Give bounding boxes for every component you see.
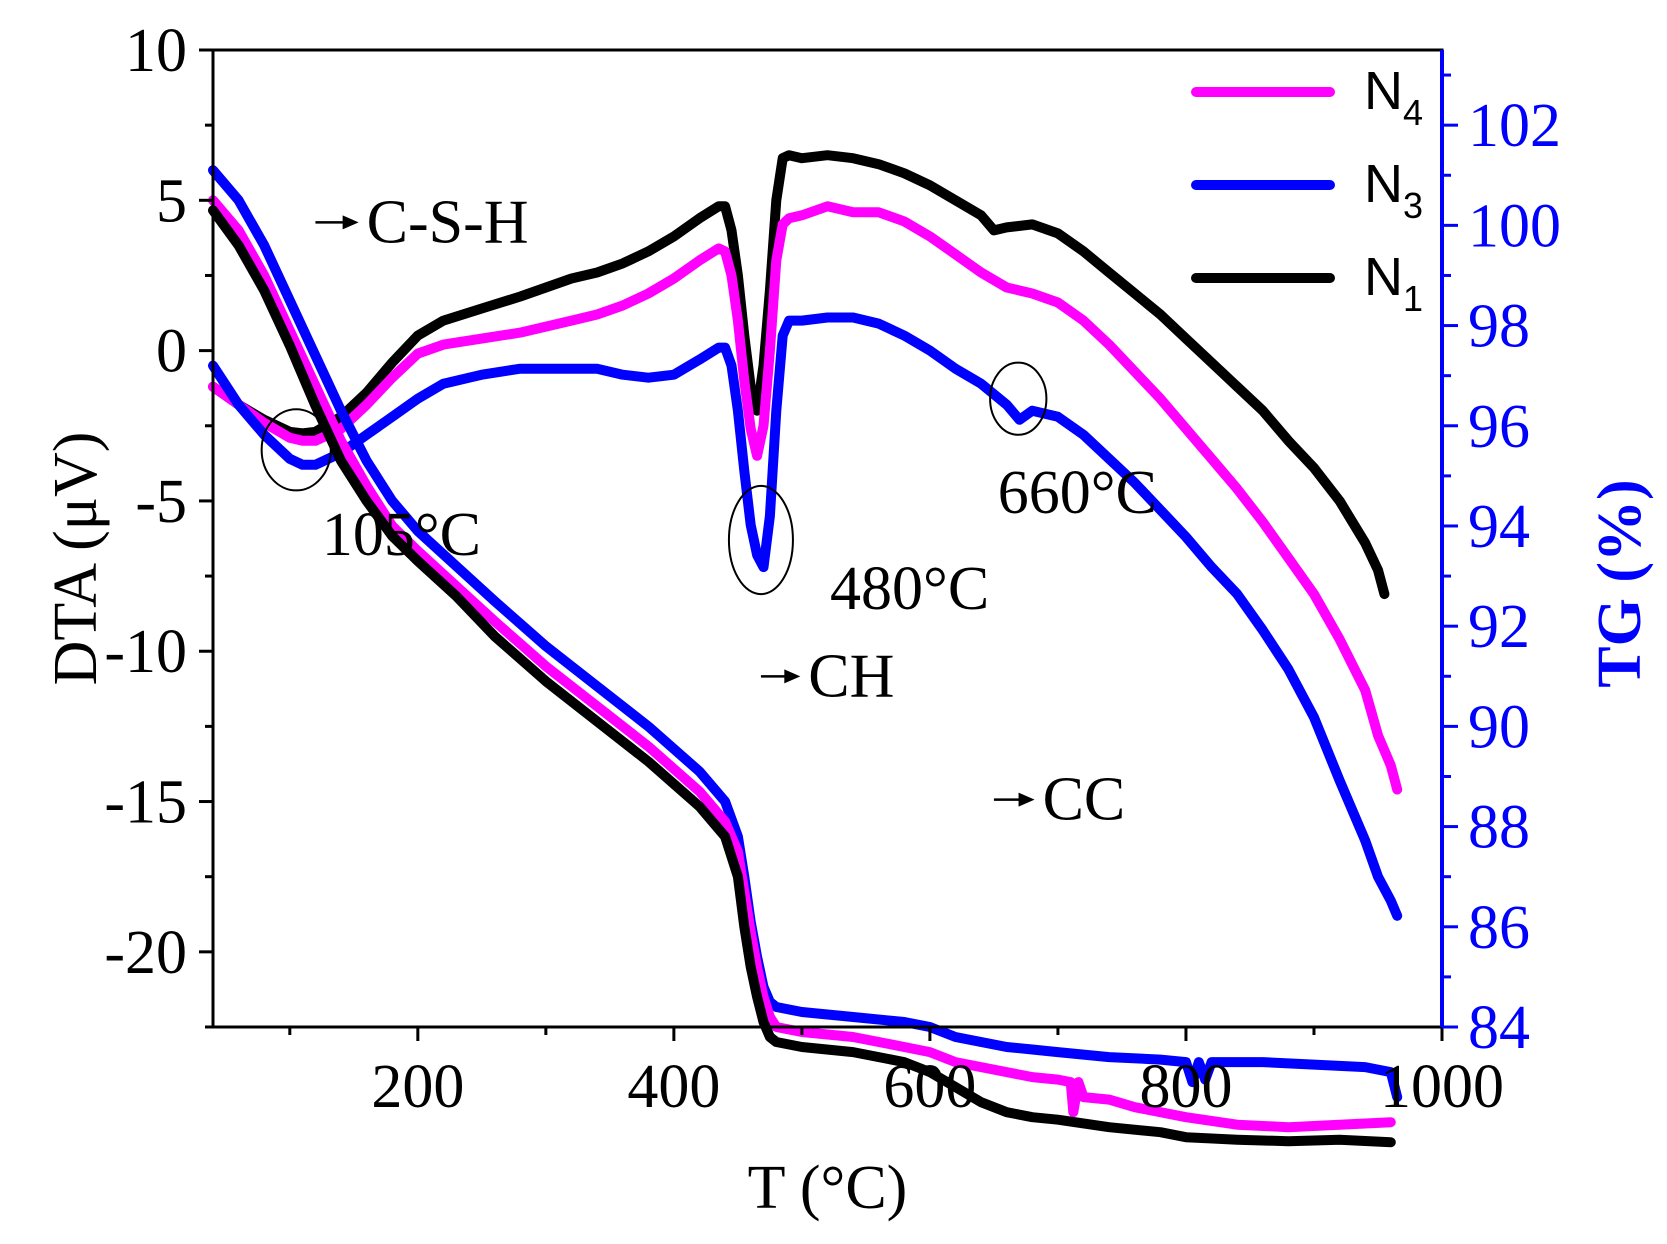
y-left-tick-label: 5 — [156, 167, 187, 235]
series-layer — [208, 150, 1403, 1148]
series-n4-tg — [208, 195, 1396, 1133]
y-left-tick-label: -20 — [104, 919, 187, 987]
annotation-t660: 660°C — [998, 459, 1157, 527]
annotation-csh: C-S-H — [367, 188, 529, 256]
y-left-tick-label: 10 — [125, 17, 187, 85]
axis-layer: 200 400 600 800 1000 10 5 0 -5 -10 -15 -20 84 86 88 90 9… — [104, 17, 1561, 1121]
annotation-arrowhead-csh — [342, 215, 359, 230]
annotation-t105: 105°C — [322, 501, 481, 569]
y-axis-right-label: TG (%) — [1586, 479, 1654, 687]
x-tick-label: 800 — [1139, 1053, 1232, 1121]
series-n3-dta — [208, 312, 1403, 921]
series-n4-dta — [208, 201, 1403, 795]
y-right-tick-label: 98 — [1468, 293, 1530, 361]
series-n1-tg — [208, 205, 1396, 1148]
circle-480 — [727, 484, 794, 596]
y-right-tick-label: 92 — [1468, 593, 1530, 661]
y-right-tick-label: 96 — [1468, 393, 1530, 461]
y-right-tick-label: 88 — [1468, 794, 1530, 862]
series-n1-dta — [208, 150, 1390, 600]
y-left-tick-label: -15 — [104, 769, 187, 837]
annotation-t480: 480°C — [830, 555, 989, 623]
annotation-arrowhead-ch — [784, 669, 801, 684]
x-axis-label: T (°C) — [748, 1154, 908, 1222]
annotation-ch: CH — [808, 642, 894, 710]
series-n3-tg — [208, 165, 1403, 1103]
x-tick-label: 400 — [627, 1053, 720, 1121]
marker-layer — [260, 361, 1048, 596]
y-left-tick-label: -10 — [104, 618, 187, 686]
y-right-tick-label: 94 — [1468, 493, 1530, 561]
y-right-tick-label: 84 — [1468, 994, 1530, 1062]
y-right-tick-label: 86 — [1468, 894, 1530, 962]
y-right-tick-label: 90 — [1468, 693, 1530, 761]
y-left-tick-label: 0 — [156, 318, 187, 386]
y-right-tick-label: 100 — [1468, 192, 1561, 260]
x-tick-label: 1000 — [1380, 1053, 1504, 1121]
annotation-cc: CC — [1043, 766, 1126, 834]
circle-660 — [989, 361, 1048, 436]
legend-label-n1: N1 — [1364, 247, 1423, 319]
y-left-tick-label: -5 — [135, 468, 187, 536]
circle-105 — [260, 408, 332, 492]
y-axis-left-label: DTA (μV) — [42, 432, 110, 686]
x-tick-label: 600 — [883, 1053, 976, 1121]
legend: N4 N3 N1 — [1191, 61, 1423, 319]
annotation-arrowhead-cc — [1018, 792, 1035, 807]
y-right-tick-label: 102 — [1468, 92, 1561, 160]
legend-label-n3: N3 — [1364, 154, 1423, 226]
legend-label-n4: N4 — [1364, 61, 1423, 133]
x-tick-label: 200 — [371, 1053, 464, 1121]
